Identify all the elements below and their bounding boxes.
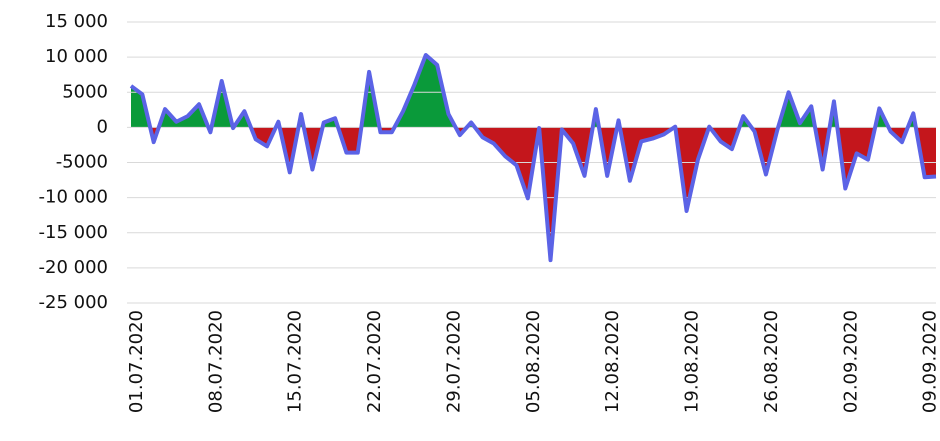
line — [129, 53, 937, 263]
y-tick-label: -5000 — [56, 152, 108, 173]
y-tick-label: 15 000 — [45, 11, 108, 32]
x-tick-label: 29.07.2020 — [443, 310, 464, 413]
y-tick-label: 10 000 — [45, 46, 108, 67]
y-tick-label: -25 000 — [39, 292, 108, 313]
y-tick-label: -10 000 — [39, 187, 108, 208]
x-tick-label: 08.07.2020 — [205, 310, 226, 413]
x-tick-label: 12.08.2020 — [602, 310, 623, 413]
x-tick-label: 19.08.2020 — [682, 310, 703, 413]
x-tick-label: 22.07.2020 — [364, 310, 385, 413]
y-tick-label: -15 000 — [39, 222, 108, 243]
y-tick-label: 0 — [97, 116, 108, 137]
x-tick-label: 01.07.2020 — [126, 310, 147, 413]
x-tick-label: 15.07.2020 — [285, 310, 306, 413]
x-tick-label: 26.08.2020 — [761, 310, 782, 413]
x-tick-label: 09.09.2020 — [920, 310, 940, 413]
x-tick-label: 05.08.2020 — [523, 310, 544, 413]
x-tick-label: 02.09.2020 — [840, 310, 861, 413]
y-tick-label: 5000 — [62, 81, 108, 102]
y-tick-label: -20 000 — [39, 257, 108, 278]
